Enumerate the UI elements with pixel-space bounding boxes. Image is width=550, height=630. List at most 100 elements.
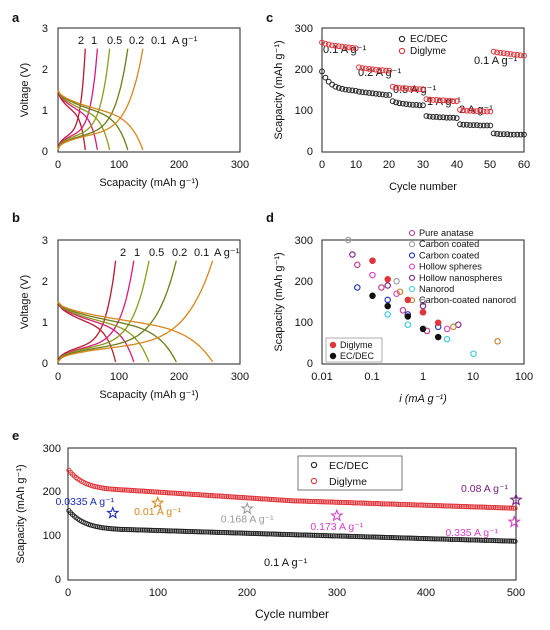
data-point (443, 325, 451, 333)
data-point (356, 88, 362, 95)
data-point (197, 492, 203, 498)
data-point (399, 307, 407, 314)
data-point (383, 67, 389, 74)
data-point (143, 527, 149, 533)
data-point (439, 503, 445, 509)
data-point (302, 498, 308, 504)
data-point (453, 98, 460, 105)
discharge-curve (57, 301, 214, 363)
data-point (105, 525, 111, 531)
data-point (222, 530, 228, 536)
data-point (451, 503, 457, 509)
data-point (236, 494, 242, 500)
legend-marker (329, 341, 337, 349)
data-point (145, 488, 151, 495)
rate-labels-a: 2 1 0.5 0.2 0.1 A g⁻¹ (78, 35, 198, 47)
data-point (444, 503, 450, 509)
data-point (138, 488, 144, 494)
data-point (430, 114, 437, 120)
data-point (173, 490, 179, 496)
data-point (301, 498, 307, 504)
panel-e: e 0 100 200 300 0 100 200 300 400 500 Cy… (12, 428, 525, 621)
data-point (370, 534, 377, 540)
legend-label: Carbon coated (419, 239, 479, 249)
data-point (450, 114, 457, 121)
x-ticks-c: 0 10 20 30 40 50 60 (319, 159, 530, 171)
data-point (283, 531, 289, 538)
data-point (141, 527, 147, 533)
data-point (329, 533, 335, 539)
data-point (229, 494, 235, 500)
data-point (381, 501, 387, 507)
discharge-curve (57, 89, 129, 151)
data-point (267, 531, 273, 537)
data-point (439, 536, 445, 542)
data-point (179, 528, 185, 534)
data-point (419, 309, 427, 316)
data-point (342, 533, 348, 539)
data-point (130, 488, 136, 494)
data-point (384, 276, 391, 283)
data-point (404, 321, 412, 328)
star-label: 0.168 A g⁻¹ (221, 514, 274, 526)
data-point (204, 492, 210, 498)
data-point (292, 532, 298, 538)
data-point (477, 108, 484, 114)
panel-label-d: d (266, 210, 274, 225)
data-point (154, 489, 160, 495)
data-point (181, 491, 187, 497)
data-point (460, 503, 466, 510)
data-point (263, 496, 269, 502)
data-point (483, 537, 489, 543)
data-point (449, 503, 455, 509)
data-point (480, 108, 487, 115)
data-point (484, 122, 490, 129)
data-point (416, 86, 423, 93)
data-point (489, 538, 495, 544)
data-point (369, 534, 375, 540)
data-point (148, 489, 154, 495)
x-axis-label-d: i (mA g⁻¹) (399, 393, 447, 405)
data-point (396, 100, 403, 107)
plot-frame-d (321, 239, 525, 365)
legend-label: EC/DEC (340, 351, 375, 361)
data-point (103, 486, 110, 492)
y-axis-label-e: Scapacity (mAh g⁻¹) (15, 464, 27, 563)
data-point (512, 538, 518, 544)
data-point (306, 498, 312, 504)
data-point (216, 529, 222, 535)
data-point (467, 122, 474, 128)
y-tick-label: 1 (42, 317, 48, 329)
data-point (448, 536, 454, 542)
rate-label: 0.2 (129, 35, 144, 47)
data-point (511, 131, 517, 138)
x-tick-label: 0 (65, 587, 71, 599)
data-point (293, 532, 300, 538)
data-point (434, 333, 442, 341)
data-point (362, 65, 369, 72)
data-point (347, 500, 353, 506)
data-point (284, 531, 291, 538)
y-tick-label: 100 (295, 317, 313, 329)
points-e (66, 467, 518, 544)
data-point (476, 537, 482, 543)
data-point (389, 83, 396, 90)
data-point (473, 537, 479, 543)
data-point (396, 535, 402, 541)
data-point (302, 532, 308, 538)
rate-label: 2 (120, 247, 126, 259)
data-point (125, 487, 131, 493)
data-point (480, 122, 487, 129)
legend-label: Diglyme (329, 476, 367, 488)
data-point (403, 101, 410, 107)
data-point (274, 531, 280, 537)
data-point (487, 504, 493, 510)
data-point (426, 113, 433, 120)
data-point (216, 493, 222, 499)
star-marker (150, 495, 165, 509)
data-point (329, 499, 335, 505)
data-point (356, 64, 362, 71)
data-point (507, 505, 513, 511)
y-tick-label: 0 (55, 574, 61, 586)
data-point (369, 66, 376, 73)
